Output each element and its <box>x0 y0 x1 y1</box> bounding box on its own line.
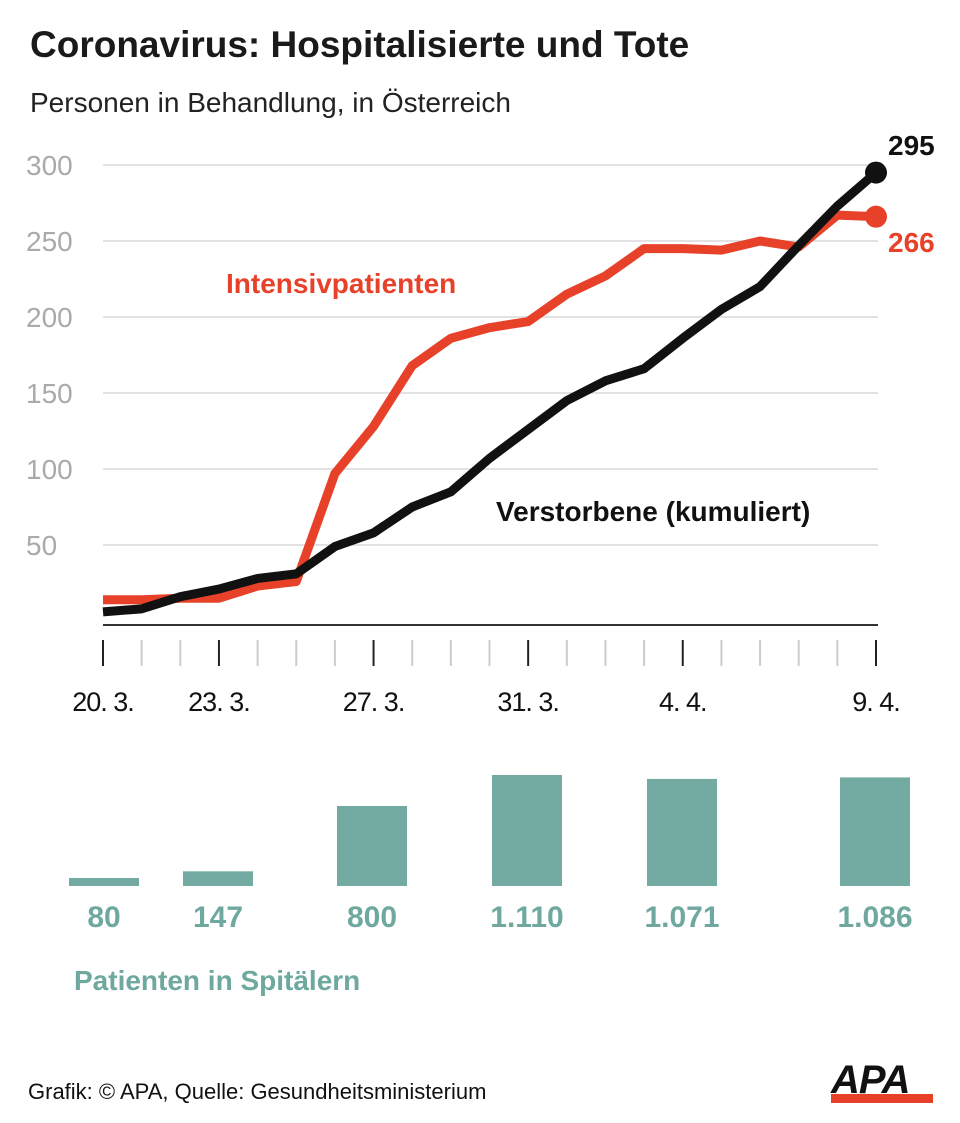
y-tick-label: 50 <box>26 530 57 561</box>
y-tick-label: 300 <box>26 150 73 181</box>
bar <box>840 777 910 886</box>
x-tick-label: 20. 3. <box>72 687 134 717</box>
bar <box>492 775 562 886</box>
bar <box>647 778 717 886</box>
series-line-intensivpatienten <box>103 210 877 605</box>
end-point-marker <box>865 161 887 184</box>
series-line-verstorbene <box>102 169 879 617</box>
bar-value-label: 1.071 <box>644 901 719 934</box>
x-tick-label: 23. 3. <box>188 687 250 717</box>
bar-chart-title: Patienten in Spitälern <box>74 965 360 996</box>
end-point-marker <box>865 205 887 228</box>
end-value-label: 295 <box>888 130 935 161</box>
x-tick-label: 27. 3. <box>343 687 405 717</box>
bar-value-label: 1.110 <box>490 901 563 934</box>
series-label-intensivpatienten: Intensivpatienten <box>226 268 456 299</box>
end-value-label: 266 <box>888 227 935 258</box>
x-tick-label: 31. 3. <box>497 687 559 717</box>
bar-value-label: 147 <box>193 901 243 934</box>
y-tick-label: 200 <box>26 302 73 333</box>
bar <box>69 878 139 886</box>
x-tick-label: 4. 4. <box>659 687 707 717</box>
y-tick-label: 250 <box>26 226 73 257</box>
chart-title: Coronavirus: Hospitalisierte und Tote <box>30 24 689 65</box>
bar <box>183 871 253 886</box>
chart-subtitle: Personen in Behandlung, in Österreich <box>30 87 511 118</box>
apa-logo: APA <box>830 1058 933 1103</box>
bar <box>337 806 407 886</box>
y-tick-label: 150 <box>26 378 73 409</box>
footer-source: Grafik: © APA, Quelle: Gesundheitsminist… <box>28 1079 486 1104</box>
bar-value-label: 1.086 <box>837 901 912 934</box>
series-label-verstorbene: Verstorbene (kumuliert) <box>496 496 810 527</box>
y-tick-label: 100 <box>26 454 73 485</box>
x-tick-label: 9. 4. <box>852 687 900 717</box>
bar-value-label: 800 <box>347 901 397 934</box>
bar-value-label: 80 <box>87 901 120 934</box>
